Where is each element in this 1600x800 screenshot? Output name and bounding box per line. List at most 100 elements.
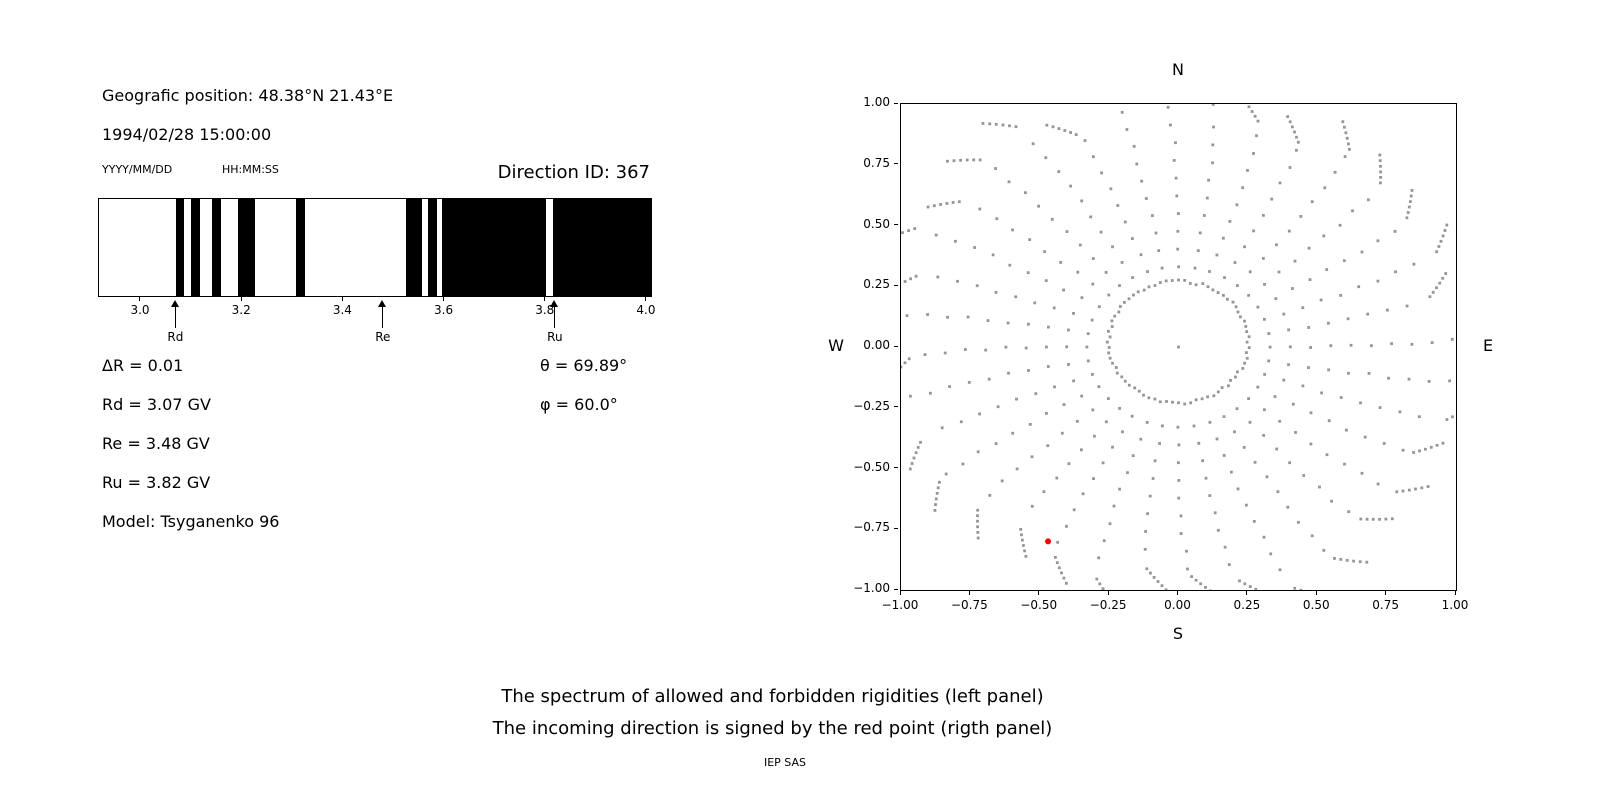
direction-dot	[1046, 444, 1050, 448]
direction-dot	[1211, 161, 1214, 165]
direction-dot	[1086, 359, 1090, 363]
map-x-tick-label: 0.75	[1372, 598, 1399, 612]
direction-dot	[1186, 567, 1189, 571]
direction-dot	[1310, 200, 1314, 204]
direction-dot	[1108, 522, 1112, 526]
direction-dot	[908, 467, 912, 471]
direction-dot	[1107, 346, 1111, 349]
direction-dot	[1151, 214, 1154, 217]
direction-dot	[1295, 135, 1298, 139]
direction-dot	[1069, 131, 1072, 134]
direction-dot	[1379, 170, 1382, 174]
direction-dot	[1107, 293, 1111, 297]
direction-dot	[1006, 321, 1010, 325]
direction-dot	[1407, 377, 1411, 381]
direction-dot	[1243, 319, 1246, 323]
direction-dot	[1435, 286, 1438, 290]
direction-dot	[1339, 294, 1343, 297]
direction-dot	[1435, 250, 1438, 254]
direction-dot	[1126, 471, 1129, 475]
direction-dot	[1274, 297, 1278, 300]
rigidity-marker-label: Re	[375, 330, 391, 344]
direction-dot	[1177, 278, 1180, 282]
rigidity-marker-arrow	[554, 306, 556, 328]
direction-dot	[1287, 363, 1290, 367]
param-rd: Rd = 3.07 GV	[102, 395, 211, 414]
direction-dot	[1252, 520, 1256, 523]
direction-dot	[1286, 115, 1290, 118]
direction-dot	[1171, 400, 1174, 404]
direction-dot	[1207, 178, 1210, 182]
red-incoming-direction-point	[1045, 538, 1052, 545]
direction-dot	[1410, 342, 1414, 346]
direction-dot	[1117, 310, 1121, 314]
map-x-tick-mark	[1107, 591, 1109, 595]
direction-dot	[909, 277, 912, 281]
direction-dot	[1023, 549, 1026, 553]
direction-dot	[1055, 561, 1059, 564]
direction-dot	[1329, 344, 1333, 348]
direction-dot	[1262, 257, 1265, 260]
direction-dot	[1045, 345, 1048, 349]
direction-dot	[1450, 337, 1454, 341]
direction-dot	[913, 227, 917, 230]
direction-dot	[1031, 142, 1035, 146]
direction-dot	[1022, 544, 1025, 547]
spectrum-x-tick-mark	[139, 297, 141, 301]
direction-dot	[1268, 345, 1272, 349]
direction-dot	[1169, 123, 1172, 127]
direction-dot	[1216, 390, 1220, 394]
forbidden-band	[427, 199, 438, 296]
compass-west-label: W	[828, 336, 844, 355]
direction-dot	[1343, 462, 1346, 466]
direction-dot	[1136, 290, 1140, 294]
spectrum-x-tick-label: 3.0	[130, 303, 150, 317]
direction-dot	[1430, 341, 1434, 344]
direction-dot	[1011, 228, 1014, 232]
direction-dot	[903, 280, 907, 283]
direction-dot	[1091, 257, 1095, 260]
direction-dot	[1051, 125, 1055, 129]
direction-dot	[1203, 214, 1206, 217]
direction-dot	[991, 253, 995, 257]
spectrum-x-tick-label: 3.6	[434, 303, 454, 317]
direction-dot	[1437, 245, 1441, 248]
direction-dot	[987, 377, 991, 381]
direction-dot	[1347, 142, 1350, 146]
spectrum-x-tick-mark	[240, 297, 242, 301]
direction-dot	[1256, 385, 1260, 389]
direction-dot	[996, 405, 1000, 409]
direction-dot	[914, 451, 918, 455]
map-y-tick-label: 0.50	[863, 216, 890, 231]
direction-dot	[1341, 120, 1345, 124]
map-x-tick-label: 0.00	[1164, 598, 1191, 612]
direction-dot	[1263, 408, 1266, 412]
direction-dot	[1366, 312, 1370, 316]
direction-dot	[1245, 340, 1249, 344]
direction-dot	[1107, 351, 1111, 355]
direction-dot	[1156, 580, 1160, 583]
direction-dot	[1365, 560, 1369, 564]
direction-dot	[1197, 441, 1201, 445]
direction-dot	[912, 456, 916, 460]
direction-dot	[1074, 133, 1078, 136]
direction-dot	[1102, 539, 1106, 543]
direction-dot	[1427, 380, 1431, 383]
direction-dot	[1091, 282, 1095, 286]
direction-dot	[1310, 534, 1314, 538]
direction-dot	[1243, 245, 1246, 249]
direction-dot	[1301, 306, 1305, 310]
direction-dot	[1183, 279, 1187, 282]
direction-dot	[1376, 482, 1380, 486]
direction-dot	[1382, 442, 1386, 445]
direction-dot	[1115, 371, 1119, 375]
direction-dot	[1409, 200, 1412, 203]
direction-dot	[1267, 359, 1271, 363]
direction-dot	[1030, 455, 1034, 459]
direction-dot	[1177, 345, 1180, 349]
direction-dot	[1349, 343, 1353, 347]
direction-dot	[1278, 181, 1282, 185]
direction-scatter	[901, 104, 1454, 590]
direction-dot	[1325, 453, 1329, 457]
direction-dot	[1246, 169, 1249, 172]
